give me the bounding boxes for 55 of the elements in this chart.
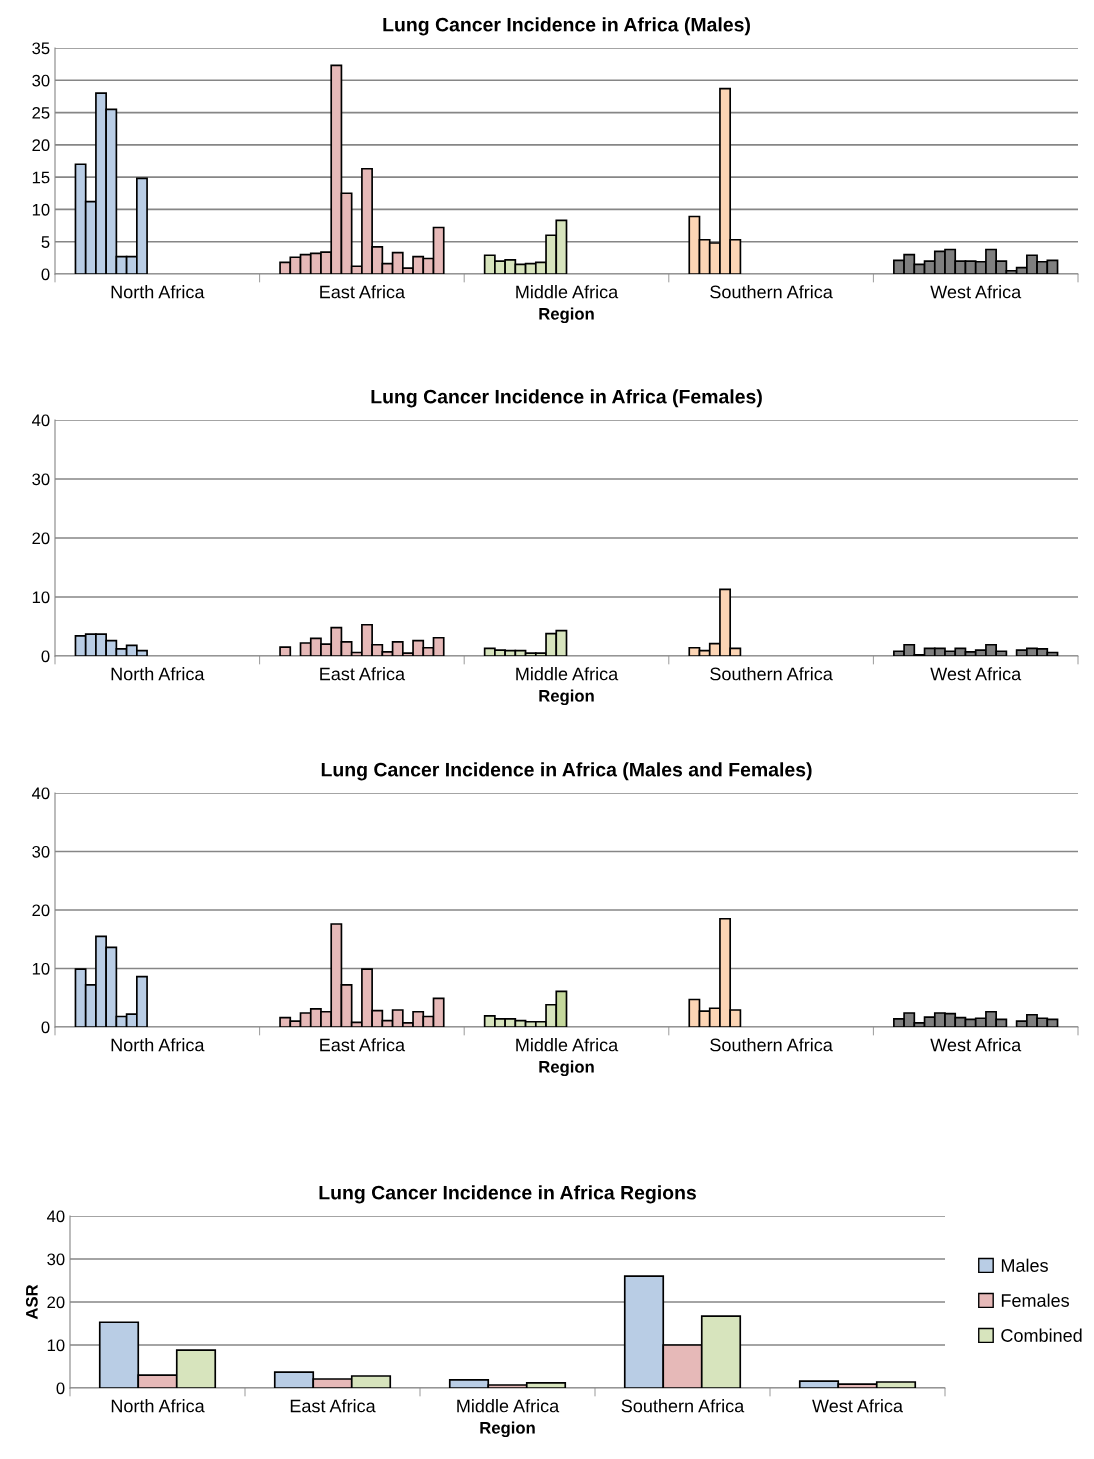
y-tick-label: 40 <box>31 414 50 427</box>
y-tick-label: 0 <box>41 268 50 281</box>
y-tick-label: 20 <box>32 532 50 545</box>
x-tick-label: East Africa <box>290 1399 376 1413</box>
x-tick-label: West Africa <box>930 285 1022 299</box>
y-tick-label: 30 <box>32 473 50 486</box>
x-tick-label: Middle Africa <box>516 667 619 681</box>
x-axis-title: Region <box>539 1060 594 1077</box>
chart-title: Lung Cancer Incidence in Africa (Females) <box>371 389 762 408</box>
x-tick-label: Middle Africa <box>457 1399 560 1413</box>
chart-title: Lung Cancer Incidence in Africa (Males) <box>383 17 750 36</box>
y-tick-label: 10 <box>32 591 50 604</box>
y-tick-label: 10 <box>32 203 50 216</box>
x-tick-label: Middle Africa <box>516 285 619 299</box>
y-tick-label: 40 <box>46 1210 65 1223</box>
x-tick-label: West Africa <box>812 1399 903 1413</box>
y-tick-label: 20 <box>32 139 50 152</box>
x-tick-label: Middle Africa <box>516 1038 619 1052</box>
y-tick-label: 20 <box>32 904 50 917</box>
y-tick-label: 0 <box>41 650 50 663</box>
y-tick-label: 30 <box>32 845 50 858</box>
y-tick-label: 10 <box>32 962 50 975</box>
x-tick-label: East Africa <box>320 285 406 299</box>
x-tick-label: Southern Africa <box>710 1038 833 1052</box>
y-tick-label: 5 <box>41 236 50 248</box>
y-tick-label: 15 <box>32 171 50 184</box>
x-tick-label: East Africa <box>320 1038 406 1052</box>
y-tick-label: 0 <box>41 1021 50 1034</box>
x-tick-label: Southern Africa <box>621 1399 745 1413</box>
x-tick-label: East Africa <box>320 667 406 681</box>
legend-label: Combined <box>1001 1328 1082 1342</box>
y-tick-label: 40 <box>31 787 50 800</box>
y-tick-label: 30 <box>47 1253 65 1266</box>
y-tick-label: 10 <box>47 1339 65 1352</box>
x-tick-label: North Africa <box>111 667 205 681</box>
x-tick-label: West Africa <box>930 1038 1022 1052</box>
y-tick-label: 0 <box>56 1382 65 1395</box>
chart-title: Lung Cancer Incidence in Africa Regions <box>319 1185 696 1204</box>
x-tick-label: Southern Africa <box>710 667 833 681</box>
y-axis-title: ASR <box>25 1284 38 1320</box>
y-tick-label: 30 <box>32 74 50 87</box>
y-tick-label: 25 <box>32 106 50 119</box>
x-axis-title: Region <box>480 1421 535 1438</box>
x-tick-label: North Africa <box>111 1038 205 1052</box>
x-tick-label: North Africa <box>111 1399 205 1413</box>
legend-label: Females <box>1001 1293 1069 1307</box>
x-tick-label: Southern Africa <box>710 285 833 299</box>
x-axis-title: Region <box>539 307 594 324</box>
legend-label: Males <box>1001 1258 1048 1272</box>
chart-title: Lung Cancer Incidence in Africa (Males and Females) <box>321 762 812 781</box>
y-tick-label: 20 <box>47 1296 65 1309</box>
x-tick-label: North Africa <box>111 285 205 299</box>
x-tick-label: West Africa <box>930 667 1022 681</box>
y-tick-label: 35 <box>32 42 50 55</box>
x-axis-title: Region <box>539 689 594 706</box>
